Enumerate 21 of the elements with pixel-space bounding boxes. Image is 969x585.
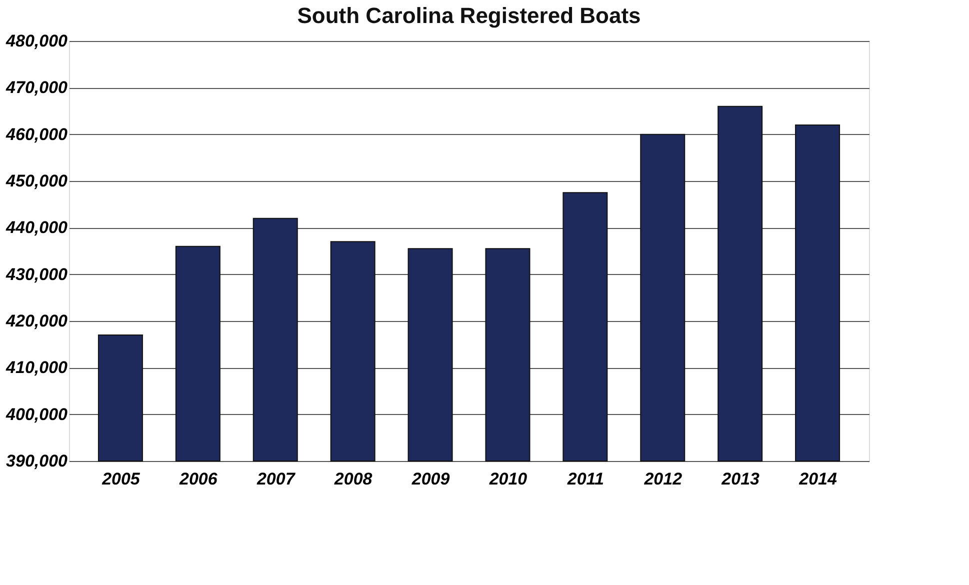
y-tick-label: 410,000	[5, 358, 68, 378]
x-tick-label: 2005	[101, 470, 140, 488]
x-tick-label: 2010	[488, 470, 528, 488]
x-tick-label: 2009	[410, 470, 450, 488]
y-tick-label: 400,000	[5, 404, 68, 424]
x-tick-label: 2008	[333, 470, 373, 488]
y-tick-label: 470,000	[5, 78, 68, 98]
y-tick-label: 450,000	[5, 172, 68, 190]
x-tick-label: 2006	[178, 470, 218, 488]
y-tick-label: 480,000	[5, 32, 68, 50]
x-tick-label: 2012	[643, 470, 683, 488]
y-tick-label: 440,000	[5, 218, 68, 238]
y-tick-label: 420,000	[5, 312, 68, 330]
x-tick-label: 2007	[256, 470, 296, 488]
chart-title: South Carolina Registered Boats	[297, 3, 641, 28]
x-tick-label: 2013	[720, 470, 760, 488]
x-tick-label: 2011	[566, 470, 604, 488]
y-tick-label: 460,000	[5, 124, 68, 144]
y-tick-label: 430,000	[5, 264, 68, 284]
y-tick-label: 390,000	[6, 452, 68, 470]
x-tick-label: 2014	[798, 470, 838, 488]
